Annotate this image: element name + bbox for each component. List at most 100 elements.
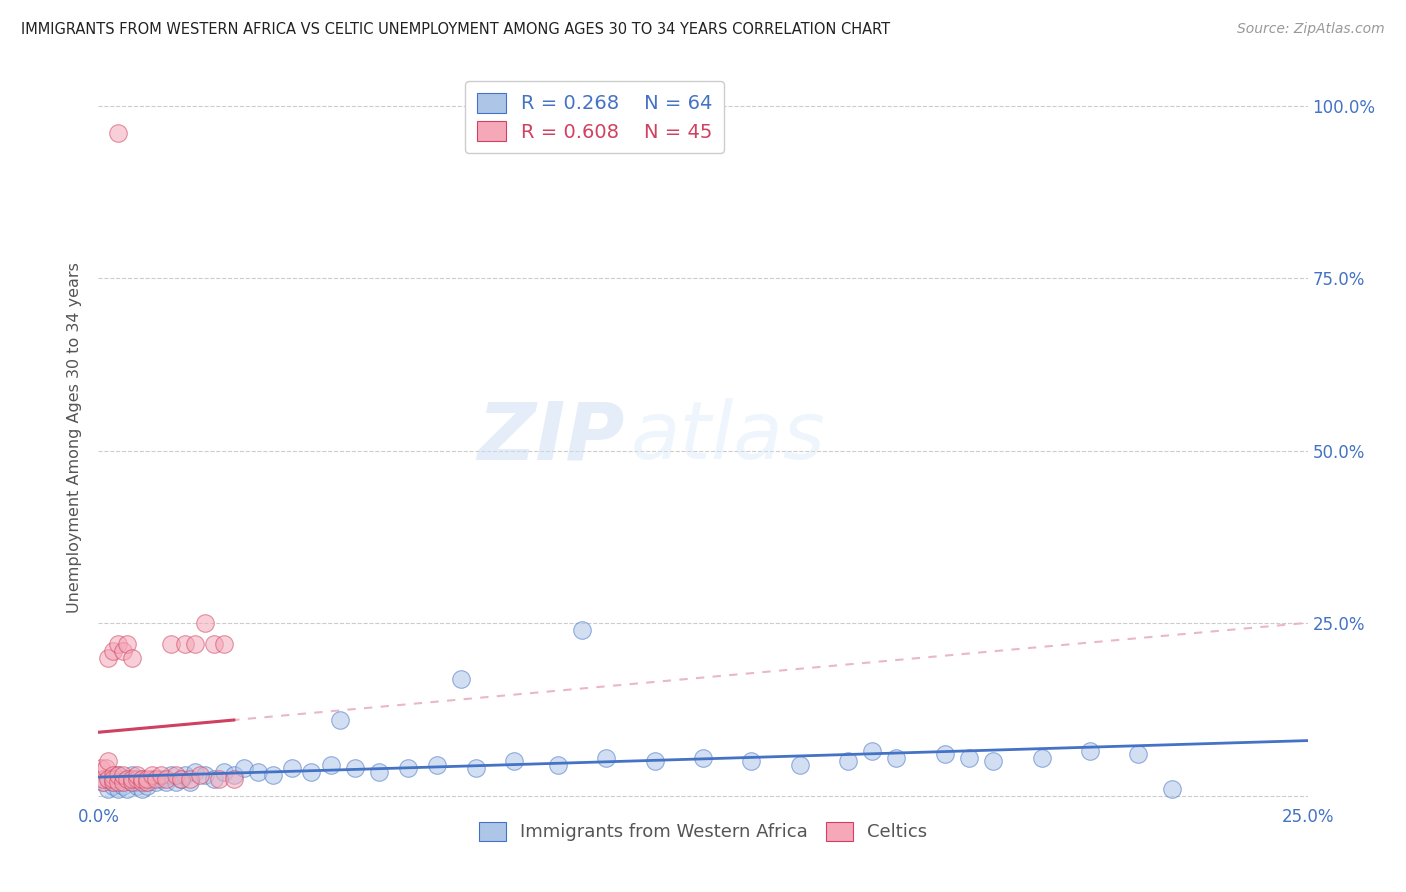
Point bbox=[692, 751, 714, 765]
Point bbox=[208, 772, 231, 786]
Point bbox=[174, 637, 197, 651]
Point bbox=[111, 768, 134, 782]
Point bbox=[981, 755, 1004, 769]
Point bbox=[141, 772, 163, 786]
Point bbox=[204, 772, 226, 786]
Point bbox=[837, 755, 859, 769]
Point bbox=[1161, 782, 1184, 797]
Point bbox=[117, 772, 139, 786]
Point bbox=[91, 772, 114, 786]
Point bbox=[595, 751, 617, 765]
Point bbox=[165, 768, 187, 782]
Point bbox=[740, 755, 762, 769]
Point bbox=[155, 772, 177, 786]
Point bbox=[644, 755, 666, 769]
Point bbox=[886, 751, 908, 765]
Point bbox=[127, 779, 149, 793]
Point bbox=[101, 772, 124, 786]
Point bbox=[426, 757, 449, 772]
Y-axis label: Unemployment Among Ages 30 to 34 years: Unemployment Among Ages 30 to 34 years bbox=[67, 261, 83, 613]
Point bbox=[97, 772, 120, 786]
Point bbox=[91, 775, 114, 789]
Point bbox=[281, 761, 304, 775]
Point bbox=[107, 768, 129, 782]
Point bbox=[141, 768, 163, 782]
Point bbox=[150, 768, 173, 782]
Point bbox=[94, 761, 117, 775]
Point bbox=[450, 672, 472, 686]
Point bbox=[97, 651, 120, 665]
Point bbox=[121, 775, 143, 789]
Point bbox=[464, 761, 486, 775]
Text: ZIP: ZIP bbox=[477, 398, 624, 476]
Point bbox=[160, 768, 183, 782]
Point bbox=[222, 772, 245, 786]
Point bbox=[396, 761, 419, 775]
Point bbox=[503, 755, 526, 769]
Point bbox=[111, 775, 134, 789]
Point bbox=[169, 772, 191, 786]
Legend: Immigrants from Western Africa, Celtics: Immigrants from Western Africa, Celtics bbox=[471, 814, 935, 848]
Point bbox=[150, 772, 173, 786]
Point bbox=[121, 775, 143, 789]
Point bbox=[111, 775, 134, 789]
Point bbox=[131, 772, 153, 786]
Point bbox=[212, 764, 235, 779]
Point bbox=[860, 744, 883, 758]
Point bbox=[107, 775, 129, 789]
Point bbox=[957, 751, 980, 765]
Point bbox=[319, 757, 342, 772]
Point bbox=[90, 761, 112, 775]
Point bbox=[1128, 747, 1150, 762]
Point bbox=[135, 775, 157, 789]
Text: IMMIGRANTS FROM WESTERN AFRICA VS CELTIC UNEMPLOYMENT AMONG AGES 30 TO 34 YEARS : IMMIGRANTS FROM WESTERN AFRICA VS CELTIC… bbox=[21, 22, 890, 37]
Point bbox=[131, 782, 153, 797]
Point bbox=[247, 764, 270, 779]
Point bbox=[127, 768, 149, 782]
Point bbox=[1078, 744, 1101, 758]
Point bbox=[368, 764, 391, 779]
Point bbox=[343, 761, 366, 775]
Point bbox=[97, 782, 120, 797]
Point bbox=[155, 775, 177, 789]
Point bbox=[111, 644, 134, 658]
Point bbox=[127, 775, 149, 789]
Point bbox=[179, 772, 201, 786]
Point bbox=[107, 127, 129, 141]
Point bbox=[571, 624, 593, 638]
Point bbox=[145, 775, 167, 789]
Point bbox=[135, 779, 157, 793]
Point bbox=[135, 775, 157, 789]
Point bbox=[101, 768, 124, 782]
Point bbox=[547, 757, 569, 772]
Point bbox=[101, 775, 124, 789]
Point bbox=[934, 747, 956, 762]
Point bbox=[232, 761, 254, 775]
Point bbox=[97, 755, 120, 769]
Point bbox=[101, 779, 124, 793]
Point bbox=[165, 775, 187, 789]
Point bbox=[131, 772, 153, 786]
Point bbox=[169, 772, 191, 786]
Point bbox=[117, 782, 139, 797]
Text: atlas: atlas bbox=[630, 398, 825, 476]
Point bbox=[204, 637, 226, 651]
Point bbox=[789, 757, 811, 772]
Point bbox=[160, 637, 183, 651]
Point bbox=[212, 637, 235, 651]
Point bbox=[117, 772, 139, 786]
Point bbox=[262, 768, 284, 782]
Point bbox=[329, 713, 352, 727]
Point bbox=[145, 772, 167, 786]
Text: Source: ZipAtlas.com: Source: ZipAtlas.com bbox=[1237, 22, 1385, 37]
Point bbox=[91, 775, 114, 789]
Point bbox=[107, 768, 129, 782]
Point bbox=[299, 764, 322, 779]
Point bbox=[117, 637, 139, 651]
Point bbox=[121, 651, 143, 665]
Point bbox=[97, 772, 120, 786]
Point bbox=[184, 637, 207, 651]
Point bbox=[222, 768, 245, 782]
Point bbox=[101, 775, 124, 789]
Point bbox=[107, 637, 129, 651]
